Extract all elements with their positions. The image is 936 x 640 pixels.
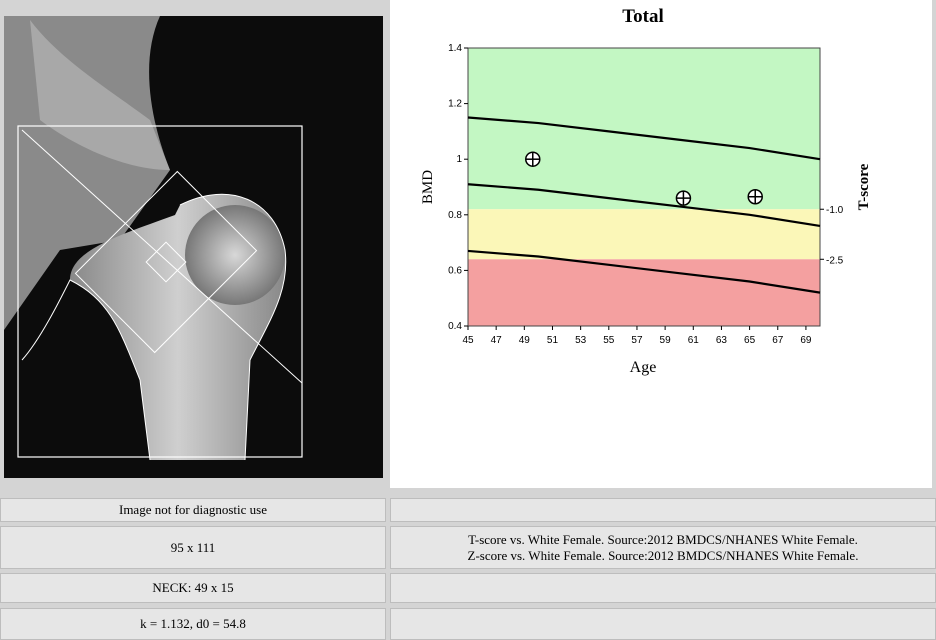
chart-title: Total (622, 6, 664, 27)
x-tick-label: 53 (575, 335, 587, 346)
reference-curve (467, 249, 821, 294)
y2-tick-label: -2.5 (826, 255, 844, 266)
y2-axis-label: T-score (856, 163, 872, 210)
note: 95 x 111 (170, 539, 216, 555)
reference-curve (467, 183, 821, 228)
x-tick-label: 49 (519, 335, 531, 346)
y-tick-label: 1 (456, 154, 462, 165)
measurement-point (525, 151, 541, 167)
x-tick-label: 59 (660, 335, 672, 346)
y-axis-label: BMD (420, 170, 436, 204)
zone (468, 48, 820, 210)
measurement-point (747, 188, 763, 205)
cell: T-score vs. White Female. Source:2012 BM… (390, 526, 936, 569)
x-tick-label: 57 (631, 335, 643, 346)
y-tick-label: 0.4 (448, 321, 462, 332)
note: T-score vs. White Female. Source:2012 BM… (468, 531, 858, 547)
x-tick-label: 63 (716, 335, 728, 346)
x-tick-label: 45 (462, 335, 474, 346)
cell: NECK: 49 x 15 (0, 573, 386, 603)
cell: Image not for diagnostic use (0, 498, 386, 522)
cell: 95 x 111 (0, 526, 386, 569)
x-tick-label: 69 (800, 335, 812, 346)
y-tick-label: 0.6 (448, 265, 462, 276)
cell: k = 1.132, d0 = 54.8 (0, 608, 386, 640)
x-axis-label: Age (630, 359, 657, 376)
note: Image not for diagnostic use (118, 502, 267, 517)
y2-tick-label: -1.0 (826, 205, 844, 216)
cell (390, 498, 936, 522)
cell (390, 608, 936, 640)
plot-frame (467, 47, 821, 327)
scan-image (4, 16, 383, 478)
measurement-point (675, 190, 692, 206)
x-tick-label: 51 (547, 335, 559, 346)
zone (468, 259, 820, 326)
x-tick-label: 65 (744, 335, 756, 346)
report-top: Total Age BMD T-score 0.4 0.6 0.8 1 1.2 1.4 45… (4, 0, 932, 488)
note: Z-score vs. White Female. Source:2012 BM… (467, 547, 859, 563)
y-tick-label: 0.8 (448, 210, 462, 221)
y-tick-label: 1.4 (448, 43, 462, 54)
y-tick-label: 1.2 (448, 99, 462, 110)
note: NECK: 49 x 15 (152, 580, 234, 595)
x-tick-label: 55 (603, 335, 615, 346)
note: k = 1.132, d0 = 54.8 (140, 616, 246, 631)
reference-curve (467, 116, 821, 161)
x-tick-label: 47 (491, 335, 503, 346)
x-tick-label: 61 (688, 335, 700, 346)
cell (390, 573, 936, 603)
x-tick-label: 67 (772, 335, 784, 346)
